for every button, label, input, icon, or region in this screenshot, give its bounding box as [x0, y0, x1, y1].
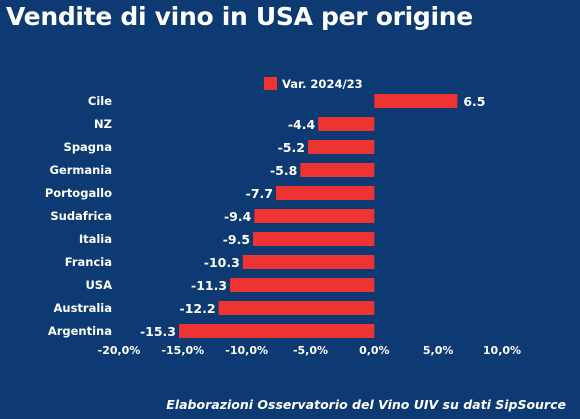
data-label: -9.5	[223, 232, 250, 247]
bar	[300, 163, 375, 177]
data-label: -10.3	[204, 255, 240, 270]
bar	[179, 324, 375, 338]
bar	[254, 209, 375, 223]
category-label: NZ	[94, 117, 112, 131]
bar	[374, 94, 458, 108]
bar	[242, 255, 375, 269]
data-label: -11.3	[191, 278, 227, 293]
data-label: -5.8	[270, 163, 297, 178]
source-note: Elaborazioni Osservatorio del Vino UIV s…	[166, 397, 566, 412]
x-tick-label: -10,0%	[225, 344, 268, 357]
category-label: Germania	[49, 163, 112, 177]
data-label: -4.4	[288, 117, 316, 132]
bar	[253, 232, 375, 246]
data-label: -7.7	[246, 186, 273, 201]
category-label: Argentina	[48, 324, 112, 338]
bar	[218, 301, 375, 315]
x-tick-label: 5,0%	[423, 344, 454, 357]
category-label: Portogallo	[45, 186, 112, 200]
legend-label: Var. 2024/23	[282, 77, 363, 91]
bar	[318, 117, 375, 131]
category-label: Australia	[53, 301, 112, 315]
data-label: -15.3	[140, 324, 176, 339]
bar	[276, 186, 375, 200]
category-label: Francia	[65, 255, 112, 269]
data-label: 6.5	[463, 94, 485, 109]
bar	[307, 140, 375, 154]
data-label: -12.2	[180, 301, 216, 316]
chart-title: Vendite di vino in USA per origine	[6, 2, 473, 31]
x-tick-label: -15,0%	[161, 344, 204, 357]
x-tick-label: 10,0%	[483, 344, 521, 357]
data-label: -5.2	[278, 140, 305, 155]
x-tick-label: 0,0%	[359, 344, 390, 357]
x-tick-label: -20,0%	[98, 344, 141, 357]
category-label: Italia	[79, 232, 112, 246]
x-tick-label: -5,0%	[293, 344, 328, 357]
bar	[230, 278, 375, 292]
category-label: Sudafrica	[50, 209, 112, 223]
category-label: Cile	[88, 94, 112, 108]
data-label: -9.4	[224, 209, 252, 224]
category-label: Spagna	[64, 140, 112, 154]
legend-swatch	[264, 77, 277, 90]
category-label: USA	[85, 278, 112, 292]
